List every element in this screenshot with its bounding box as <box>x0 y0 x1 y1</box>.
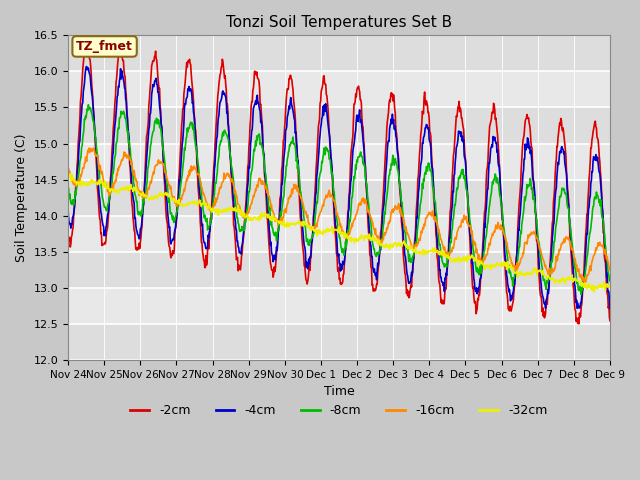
-16cm <box>64 165 72 170</box>
Y-axis label: Soil Temperature (C): Soil Temperature (C) <box>15 133 28 262</box>
-16cm <box>91 148 99 154</box>
-32cm <box>588 284 596 289</box>
-2cm <box>384 115 392 120</box>
-2cm <box>606 318 614 324</box>
Bar <box>68 252 610 288</box>
-8cm <box>91 128 99 133</box>
-4cm <box>83 64 90 70</box>
Line: -16cm: -16cm <box>68 148 610 282</box>
-32cm <box>64 175 72 181</box>
-32cm <box>66 171 74 177</box>
-16cm <box>165 183 173 189</box>
Title: Tonzi Soil Temperatures Set B: Tonzi Soil Temperatures Set B <box>226 15 452 30</box>
-8cm <box>165 195 173 201</box>
-2cm <box>589 134 596 140</box>
-4cm <box>165 225 173 230</box>
-8cm <box>606 278 614 284</box>
-4cm <box>588 168 596 174</box>
-2cm <box>575 321 583 327</box>
-16cm <box>580 278 588 284</box>
-2cm <box>91 128 99 133</box>
Text: TZ_fmet: TZ_fmet <box>76 40 133 53</box>
-2cm <box>84 39 92 45</box>
-32cm <box>290 220 298 226</box>
Line: -32cm: -32cm <box>68 174 610 292</box>
-32cm <box>580 281 588 287</box>
-4cm <box>290 111 298 117</box>
-4cm <box>64 207 72 213</box>
-16cm <box>580 279 588 285</box>
-8cm <box>64 187 72 193</box>
-4cm <box>580 281 588 287</box>
-8cm <box>577 292 585 298</box>
-8cm <box>384 184 392 190</box>
-4cm <box>384 140 392 145</box>
Bar <box>68 324 610 360</box>
-32cm <box>606 285 614 290</box>
-32cm <box>165 193 173 199</box>
-32cm <box>91 179 99 185</box>
Bar <box>68 36 610 72</box>
X-axis label: Time: Time <box>324 385 355 398</box>
Bar <box>68 108 610 144</box>
-8cm <box>589 208 596 214</box>
-8cm <box>580 280 588 286</box>
-4cm <box>91 126 99 132</box>
Line: -2cm: -2cm <box>68 42 610 324</box>
-2cm <box>580 268 588 274</box>
-16cm <box>90 145 97 151</box>
Legend: -2cm, -4cm, -8cm, -16cm, -32cm: -2cm, -4cm, -8cm, -16cm, -32cm <box>125 399 552 422</box>
-8cm <box>84 102 92 108</box>
-2cm <box>64 230 72 236</box>
-4cm <box>606 306 614 312</box>
-32cm <box>590 289 598 295</box>
-16cm <box>384 224 392 230</box>
-2cm <box>290 96 298 102</box>
-16cm <box>290 186 298 192</box>
Line: -4cm: -4cm <box>68 67 610 309</box>
-2cm <box>165 244 173 250</box>
-16cm <box>589 257 596 263</box>
Line: -8cm: -8cm <box>68 105 610 295</box>
-32cm <box>384 244 392 250</box>
-16cm <box>606 267 614 273</box>
Bar <box>68 180 610 216</box>
-8cm <box>290 141 298 147</box>
